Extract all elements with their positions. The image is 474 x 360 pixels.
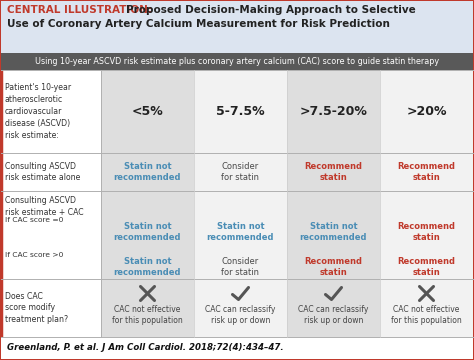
FancyBboxPatch shape: [1, 337, 473, 359]
Text: Consulting ASCVD
risk estimate + CAC: Consulting ASCVD risk estimate + CAC: [5, 196, 83, 217]
FancyBboxPatch shape: [101, 70, 194, 337]
Text: Statin not
recommended: Statin not recommended: [114, 162, 181, 182]
Text: Using 10-year ASCVD risk estimate plus coronary artery calcium (CAC) score to gu: Using 10-year ASCVD risk estimate plus c…: [35, 57, 439, 66]
Text: Does CAC
score modify
treatment plan?: Does CAC score modify treatment plan?: [5, 292, 68, 324]
Text: Recommend
statin: Recommend statin: [304, 257, 363, 278]
FancyBboxPatch shape: [287, 70, 380, 337]
Text: >20%: >20%: [406, 105, 447, 118]
Text: CAC can reclassify
risk up or down: CAC can reclassify risk up or down: [298, 305, 369, 325]
Text: Recommend
statin: Recommend statin: [304, 162, 363, 182]
Text: Patient's 10-year
atherosclerotic
cardiovascular
disease (ASCVD)
risk estimate:: Patient's 10-year atherosclerotic cardio…: [5, 84, 71, 140]
FancyBboxPatch shape: [194, 70, 287, 337]
Text: Consider
for statin: Consider for statin: [221, 257, 259, 278]
Text: CAC not effective
for this population: CAC not effective for this population: [391, 305, 462, 325]
Text: Recommend
statin: Recommend statin: [398, 257, 456, 278]
FancyBboxPatch shape: [1, 53, 473, 70]
FancyBboxPatch shape: [1, 1, 473, 53]
Text: Consider
for statin: Consider for statin: [221, 162, 259, 182]
Text: CAC not effective
for this population: CAC not effective for this population: [112, 305, 183, 325]
Text: >7.5-20%: >7.5-20%: [300, 105, 367, 118]
Text: Consulting ASCVD
risk estimate alone: Consulting ASCVD risk estimate alone: [5, 162, 81, 183]
Text: Statin not
recommended: Statin not recommended: [114, 222, 181, 242]
Text: CENTRAL ILLUSTRATION:: CENTRAL ILLUSTRATION:: [7, 5, 155, 15]
Text: Recommend
statin: Recommend statin: [398, 162, 456, 182]
FancyBboxPatch shape: [380, 70, 473, 337]
Text: If CAC score =0: If CAC score =0: [5, 217, 64, 223]
Text: <5%: <5%: [132, 105, 164, 118]
Text: If CAC score >0: If CAC score >0: [5, 252, 64, 258]
Text: Greenland, P. et al. J Am Coll Cardiol. 2018;72(4):434–47.: Greenland, P. et al. J Am Coll Cardiol. …: [7, 343, 283, 352]
Text: 5-7.5%: 5-7.5%: [216, 105, 265, 118]
Text: Statin not
recommended: Statin not recommended: [114, 257, 181, 278]
Text: Use of Coronary Artery Calcium Measurement for Risk Prediction: Use of Coronary Artery Calcium Measureme…: [7, 19, 390, 29]
Text: Statin not
recommended: Statin not recommended: [207, 222, 274, 242]
Text: Statin not
recommended: Statin not recommended: [300, 222, 367, 242]
Text: CAC can reclassify
risk up or down: CAC can reclassify risk up or down: [205, 305, 276, 325]
Text: Recommend
statin: Recommend statin: [398, 222, 456, 242]
Text: Proposed Decision-Making Approach to Selective: Proposed Decision-Making Approach to Sel…: [126, 5, 416, 15]
